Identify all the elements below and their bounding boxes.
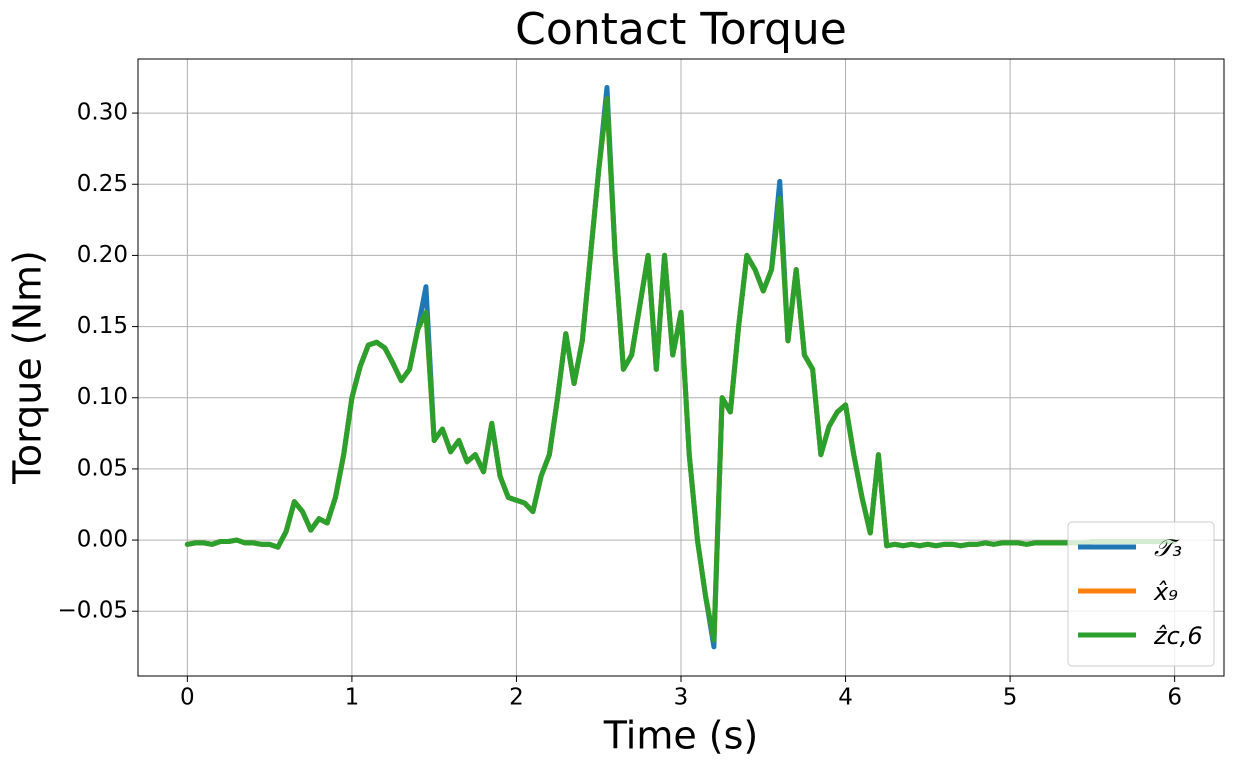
- y-tick-label: 0.10: [77, 384, 128, 410]
- x-tick-label: 6: [1167, 685, 1182, 711]
- y-tick-label: 0.25: [77, 171, 128, 197]
- legend-box: [1067, 521, 1215, 667]
- legend: 𝒯₃ x̂₉ ẑc,6: [1067, 521, 1215, 667]
- plot-frame: [137, 58, 1225, 677]
- x-tick-label: 2: [509, 685, 524, 711]
- x-tick-label: 5: [1003, 685, 1018, 711]
- legend-label: ẑc,6: [1153, 622, 1203, 650]
- legend-label: x̂₉: [1153, 578, 1178, 606]
- chart-title: Contact Torque: [515, 4, 847, 55]
- x-tick-label: 0: [180, 685, 195, 711]
- y-axis-label: Torque (Nm): [6, 250, 50, 485]
- legend-label: 𝒯₃: [1154, 534, 1182, 562]
- x-tick-label: 1: [345, 685, 360, 711]
- x-tick-label: 4: [838, 685, 853, 711]
- line-series: [184, 96, 1178, 643]
- y-tick-label: −0.05: [58, 598, 128, 624]
- y-tick-label: 0.30: [77, 100, 128, 126]
- y-tick-label: 0.20: [77, 242, 128, 268]
- x-axis-label: Time (s): [603, 714, 759, 758]
- y-tick-label: 0.05: [77, 455, 128, 481]
- y-tick-label: 0.00: [77, 527, 128, 553]
- x-tick-label: 3: [674, 685, 689, 711]
- y-tick-label: 0.15: [77, 313, 128, 339]
